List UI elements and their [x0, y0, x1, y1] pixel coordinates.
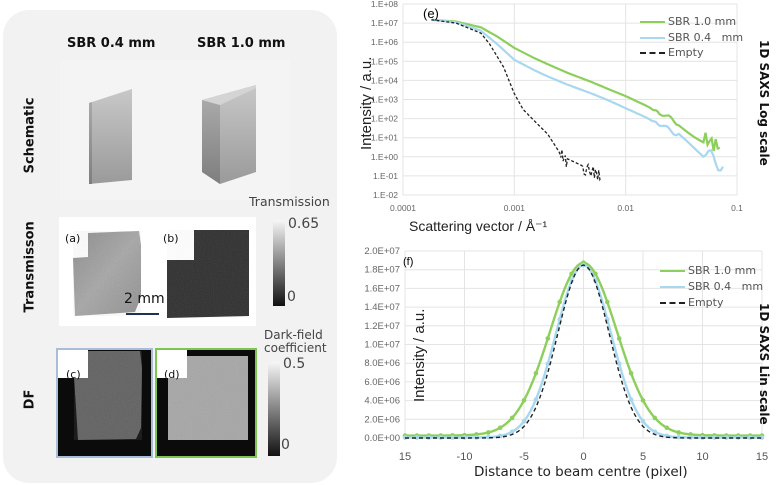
- svg-text:1.E+04: 1.E+04: [371, 75, 398, 85]
- svg-text:1.E+02: 1.E+02: [371, 114, 398, 124]
- transmission-images: [59, 217, 256, 326]
- svg-text:0.001: 0.001: [504, 203, 526, 213]
- svg-text:1.E+08: 1.E+08: [371, 0, 398, 9]
- side-label-lin: 1D SAXS Lin scale: [757, 303, 771, 425]
- svg-text:4.0E+06: 4.0E+06: [364, 396, 400, 407]
- side-label-log: 1D SAXS Log scale: [757, 40, 771, 166]
- svg-text:0.01: 0.01: [617, 203, 634, 213]
- svg-text:1.E+07: 1.E+07: [371, 18, 398, 28]
- df-colorbar: [268, 362, 280, 456]
- svg-text:-5: -5: [519, 451, 529, 463]
- svg-text:1.6E+07: 1.6E+07: [364, 283, 400, 294]
- svg-text:1.0E+07: 1.0E+07: [364, 340, 400, 351]
- svg-text:1.4E+07: 1.4E+07: [364, 302, 400, 313]
- log-chart-ylabel: Intensity / a.u.: [358, 56, 375, 150]
- df-colorbar-title-line2: coefficient: [264, 341, 327, 355]
- svg-text:-10: -10: [457, 451, 473, 463]
- svg-text:0.1: 0.1: [731, 203, 743, 213]
- svg-text:1.E+05: 1.E+05: [371, 56, 398, 66]
- panel-label-f: (f): [403, 256, 414, 268]
- legend-item-sbr10: SBR 1.0 mm: [660, 263, 763, 279]
- legend-item-empty: Empty: [660, 295, 763, 311]
- log-series-1: [431, 18, 725, 172]
- panel-label-e: (e): [423, 6, 439, 21]
- svg-text:15: 15: [756, 451, 768, 463]
- svg-text:1.E-01: 1.E-01: [373, 171, 398, 181]
- schematic-illustration: [60, 60, 290, 200]
- svg-text:15: 15: [399, 451, 411, 463]
- df-colorbar-max: 0.5: [283, 356, 306, 372]
- legend-item-sbr04: SBR 0.4 mm: [660, 279, 763, 295]
- svg-text:0.0E+00: 0.0E+00: [364, 433, 400, 444]
- scale-bar-label: 2 mm: [124, 291, 165, 307]
- df-colorbar-min: 0: [281, 437, 290, 453]
- image-label-d: (d): [164, 368, 180, 381]
- transmission-colorbar: [273, 220, 285, 306]
- lin-chart-legend: SBR 1.0 mm SBR 0.4 mm Empty: [660, 263, 763, 311]
- saxs-log-chart: 1.E+08 1.E+07 1.E+06 1.E+05 1.E+04 1.E+03 1.E+…: [371, 0, 743, 213]
- lin-chart-xlabel: Distance to beam centre (pixel): [474, 464, 688, 480]
- df-colorbar-title-line1: Dark-field: [264, 328, 323, 342]
- thin-sample-shape: [89, 89, 132, 184]
- svg-text:1.2E+07: 1.2E+07: [364, 321, 400, 332]
- thick-sample-shape: [202, 85, 256, 184]
- lin-series-2: [405, 264, 762, 439]
- legend-item-sbr04: SBR 0.4 mm: [640, 30, 743, 46]
- svg-text:0.0001: 0.0001: [390, 203, 416, 213]
- image-label-c: (c): [66, 368, 81, 381]
- svg-text:1.E-02: 1.E-02: [373, 190, 398, 200]
- svg-text:1.8E+07: 1.8E+07: [364, 265, 400, 276]
- lin-chart-ylabel: Intensity / a.u.: [411, 308, 428, 402]
- svg-text:1.E+01: 1.E+01: [371, 133, 398, 143]
- transmission-colorbar-max: 0.65: [288, 216, 320, 232]
- scale-bar: [126, 313, 159, 315]
- svg-text:8.0E+06: 8.0E+06: [364, 358, 400, 369]
- column-title-sbr-04: SBR 0.4 mm: [67, 36, 156, 51]
- transmission-colorbar-min: 0: [287, 289, 296, 305]
- svg-text:10: 10: [696, 451, 708, 463]
- svg-text:2.0E+07: 2.0E+07: [364, 246, 400, 257]
- log-series-2: [431, 19, 602, 182]
- svg-text:5: 5: [640, 451, 646, 463]
- svg-text:6.0E+06: 6.0E+06: [364, 377, 400, 388]
- image-label-b: (b): [163, 232, 179, 245]
- svg-text:1.E+06: 1.E+06: [371, 37, 398, 47]
- saxs-lin-chart: 2.0E+07 1.8E+07 1.6E+07 1.4E+07 1.2E+07 1.0E+…: [364, 246, 768, 463]
- image-label-a: (a): [65, 232, 81, 245]
- svg-text:1.E+00: 1.E+00: [371, 152, 398, 162]
- df-images: [56, 348, 257, 458]
- transmission-colorbar-title: Transmission: [249, 194, 330, 209]
- svg-text:1.E+03: 1.E+03: [371, 95, 398, 105]
- legend-item-sbr10: SBR 1.0 mm: [640, 14, 743, 30]
- legend-item-empty: Empty: [640, 45, 743, 61]
- log-chart-xlabel: Scattering vector / Å⁻¹: [409, 218, 548, 234]
- svg-text:2.0E+06: 2.0E+06: [364, 414, 400, 425]
- column-title-sbr-10: SBR 1.0 mm: [197, 36, 286, 51]
- svg-text:0: 0: [580, 451, 586, 463]
- log-chart-legend: SBR 1.0 mm SBR 0.4 mm Empty: [640, 14, 743, 61]
- log-series-0: [431, 18, 721, 152]
